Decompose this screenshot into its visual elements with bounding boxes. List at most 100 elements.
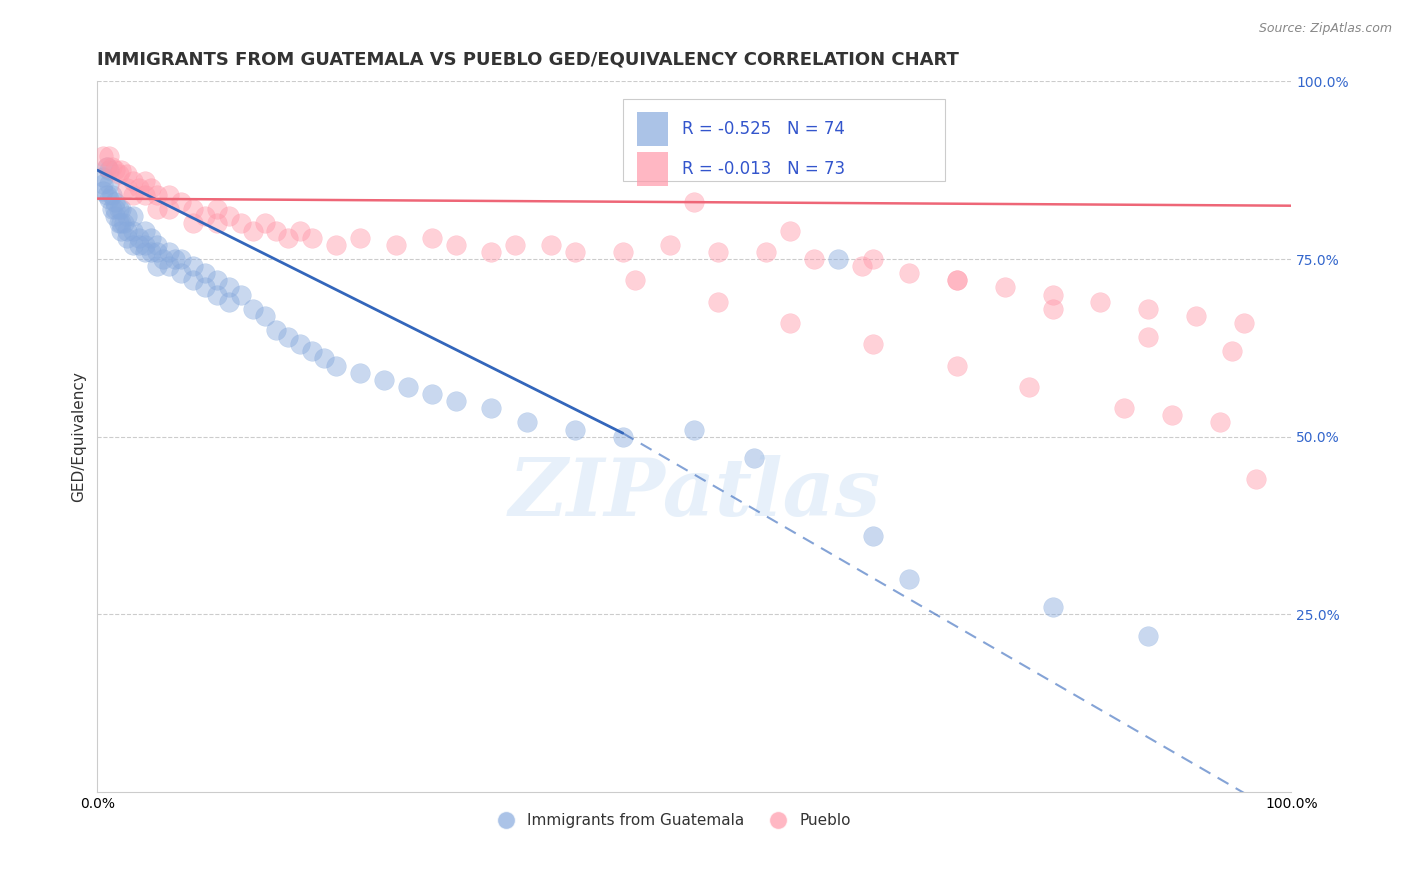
Point xyxy=(104,202,127,217)
Point xyxy=(277,230,299,244)
Point xyxy=(98,149,121,163)
Point xyxy=(946,273,969,287)
Point xyxy=(444,394,467,409)
Point xyxy=(115,210,138,224)
Point xyxy=(659,237,682,252)
Point xyxy=(108,217,131,231)
Point xyxy=(115,230,138,244)
Point xyxy=(612,430,634,444)
Point xyxy=(1018,380,1040,394)
Point xyxy=(301,344,323,359)
Point xyxy=(205,273,228,287)
Point xyxy=(134,188,156,202)
Point xyxy=(146,259,169,273)
Point xyxy=(146,188,169,202)
Point xyxy=(862,252,884,266)
Point xyxy=(266,223,288,237)
Point xyxy=(898,572,921,586)
Point xyxy=(420,387,443,401)
Point xyxy=(349,230,371,244)
Point xyxy=(110,202,132,217)
Point xyxy=(779,316,801,330)
Point xyxy=(1161,409,1184,423)
Point xyxy=(100,202,122,217)
Point xyxy=(110,163,132,178)
Y-axis label: GED/Equivalency: GED/Equivalency xyxy=(72,371,86,502)
Point xyxy=(1244,472,1267,486)
Point xyxy=(803,252,825,266)
Point xyxy=(385,237,408,252)
Point xyxy=(98,163,121,178)
Point xyxy=(128,181,150,195)
Point xyxy=(104,210,127,224)
Point xyxy=(128,237,150,252)
Point xyxy=(290,223,312,237)
Point xyxy=(229,217,252,231)
Point xyxy=(1185,309,1208,323)
Point xyxy=(683,195,706,210)
Point xyxy=(683,423,706,437)
Point xyxy=(100,160,122,174)
Legend: Immigrants from Guatemala, Pueblo: Immigrants from Guatemala, Pueblo xyxy=(484,807,856,834)
Point xyxy=(146,202,169,217)
Point xyxy=(157,259,180,273)
Point xyxy=(612,244,634,259)
Point xyxy=(862,337,884,351)
Point xyxy=(205,217,228,231)
Point xyxy=(115,223,138,237)
Point xyxy=(163,252,186,266)
Point xyxy=(122,223,145,237)
Point xyxy=(205,202,228,217)
Point xyxy=(181,273,204,287)
Point xyxy=(707,294,730,309)
Point xyxy=(277,330,299,344)
Point xyxy=(157,244,180,259)
Point xyxy=(181,202,204,217)
Point xyxy=(170,252,193,266)
Point xyxy=(396,380,419,394)
Point xyxy=(479,401,502,416)
Point xyxy=(325,359,347,373)
Point xyxy=(96,160,118,174)
Point xyxy=(1137,629,1160,643)
Point xyxy=(104,195,127,210)
Point xyxy=(862,529,884,543)
Point xyxy=(100,188,122,202)
Point xyxy=(1042,600,1064,615)
Point xyxy=(122,237,145,252)
Point xyxy=(194,280,217,294)
Point xyxy=(420,230,443,244)
Point xyxy=(98,192,121,206)
Point xyxy=(205,287,228,301)
Point xyxy=(479,244,502,259)
Point xyxy=(1208,416,1230,430)
Point xyxy=(898,266,921,280)
Point xyxy=(122,210,145,224)
Point xyxy=(301,230,323,244)
Point xyxy=(146,237,169,252)
Point xyxy=(181,259,204,273)
Point xyxy=(707,244,730,259)
Point xyxy=(110,217,132,231)
Point xyxy=(170,195,193,210)
Point xyxy=(444,237,467,252)
Point xyxy=(623,273,645,287)
Point xyxy=(218,280,240,294)
Point xyxy=(91,178,114,192)
FancyBboxPatch shape xyxy=(623,99,945,181)
Point xyxy=(253,217,276,231)
Point xyxy=(1137,330,1160,344)
Point xyxy=(134,237,156,252)
Point xyxy=(229,287,252,301)
Point xyxy=(218,210,240,224)
Point xyxy=(564,244,586,259)
Point xyxy=(134,244,156,259)
Point xyxy=(266,323,288,337)
Point xyxy=(946,273,969,287)
Point xyxy=(742,450,765,465)
Point xyxy=(91,149,114,163)
Point xyxy=(170,266,193,280)
Point xyxy=(1042,287,1064,301)
Point xyxy=(194,266,217,280)
Point xyxy=(157,202,180,217)
